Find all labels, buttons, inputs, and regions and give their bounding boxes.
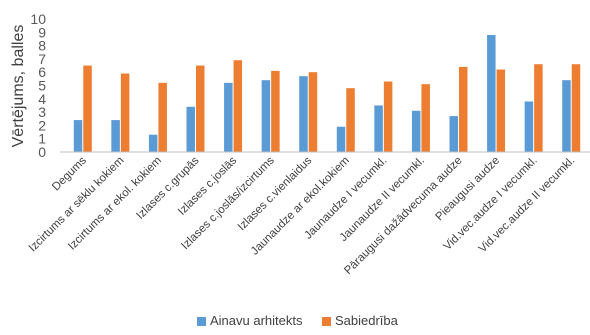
bar-sabiedriba [346, 88, 355, 152]
y-tick-label: 4 [38, 91, 46, 107]
bar-sabiedriba [534, 64, 543, 152]
y-tick-label: 0 [38, 144, 46, 160]
bar-sabiedriba [196, 65, 205, 152]
bar-ainavu-arhitekts [374, 105, 383, 152]
y-tick-label: 8 [38, 38, 46, 54]
bar-ainavu-arhitekts [261, 80, 271, 152]
bar-sabiedriba [421, 84, 430, 152]
bar-sabiedriba [308, 72, 318, 152]
x-tick-label: Pieaugusi audze [434, 155, 503, 224]
y-tick-label: 1 [38, 131, 46, 147]
y-tick-label: 5 [38, 78, 46, 94]
bar-sabiedriba [158, 82, 167, 152]
bars [73, 34, 581, 153]
x-tick-label: Degums [50, 154, 89, 193]
bar-sabiedriba [271, 70, 280, 152]
y-axis-title: Vērtējums, balles [10, 25, 27, 148]
x-tick-label: Izlases c.vienlaidus [236, 154, 315, 233]
bar-sabiedriba [120, 73, 130, 152]
y-tick-label: 6 [38, 64, 46, 80]
y-tick-label: 10 [30, 11, 46, 27]
bar-ainavu-arhitekts [224, 82, 233, 152]
bar-ainavu-arhitekts [73, 120, 83, 152]
legend: Ainavu arhitekts Sabiedrība [197, 313, 399, 328]
bar-sabiedriba [459, 66, 468, 152]
bar-ainavu-arhitekts [562, 80, 571, 152]
bar-ainavu-arhitekts [524, 101, 534, 152]
bar-ainavu-arhitekts [148, 134, 158, 152]
bar-sabiedriba [496, 69, 506, 152]
bar-ainavu-arhitekts [186, 106, 195, 152]
bar-ainavu-arhitekts [411, 110, 421, 152]
y-tick-label: 3 [38, 104, 46, 120]
bar-sabiedriba [233, 60, 243, 153]
bar-sabiedriba [383, 81, 393, 152]
bar-ainavu-arhitekts [449, 116, 458, 152]
legend-swatch [322, 317, 331, 326]
legend-label: Ainavu arhitekts [210, 313, 303, 328]
legend-label: Sabiedrība [335, 313, 399, 328]
bar-ainavu-arhitekts [111, 120, 120, 152]
bar-ainavu-arhitekts [299, 76, 308, 152]
bar-ainavu-arhitekts [487, 34, 496, 152]
y-tick-label: 9 [38, 24, 46, 40]
y-tick-label: 2 [38, 117, 46, 133]
legend-swatch [197, 317, 206, 326]
bar-sabiedriba [571, 64, 581, 152]
bar-ainavu-arhitekts [336, 126, 346, 152]
bar-sabiedriba [83, 65, 92, 152]
y-tick-label: 7 [38, 51, 46, 67]
